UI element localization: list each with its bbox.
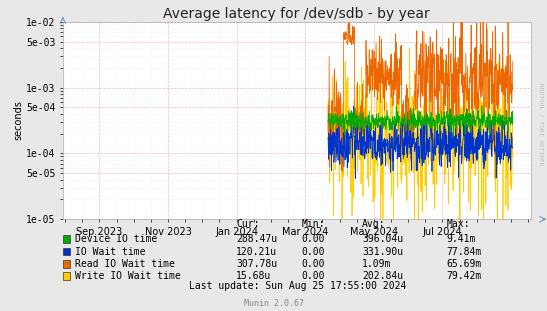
Text: 120.21u: 120.21u [236,247,277,257]
Text: 0.00: 0.00 [301,259,325,269]
Text: 0.00: 0.00 [301,247,325,257]
Text: Cur:: Cur: [236,219,259,229]
Text: Max:: Max: [446,219,470,229]
Text: Write IO Wait time: Write IO Wait time [75,272,181,281]
Text: 396.04u: 396.04u [362,234,403,244]
Text: Avg:: Avg: [362,219,386,229]
Text: Device IO time: Device IO time [75,234,157,244]
Text: Read IO Wait time: Read IO Wait time [75,259,175,269]
Text: 331.90u: 331.90u [362,247,403,257]
Text: 65.69m: 65.69m [446,259,482,269]
Text: 307.78u: 307.78u [236,259,277,269]
Title: Average latency for /dev/sdb - by year: Average latency for /dev/sdb - by year [164,7,430,21]
Text: 0.00: 0.00 [301,272,325,281]
Text: RRDTOOL / TOBI OETIKER: RRDTOOL / TOBI OETIKER [538,83,543,166]
Text: 0.00: 0.00 [301,234,325,244]
Text: 202.84u: 202.84u [362,272,403,281]
Text: 9.41m: 9.41m [446,234,476,244]
Text: Min:: Min: [301,219,325,229]
Text: 77.84m: 77.84m [446,247,482,257]
Text: 288.47u: 288.47u [236,234,277,244]
Y-axis label: seconds: seconds [13,100,23,141]
Text: Munin 2.0.67: Munin 2.0.67 [243,299,304,308]
Text: Last update: Sun Aug 25 17:55:00 2024: Last update: Sun Aug 25 17:55:00 2024 [189,281,407,291]
Text: 1.09m: 1.09m [362,259,392,269]
Text: IO Wait time: IO Wait time [75,247,146,257]
Text: 15.68u: 15.68u [236,272,271,281]
Text: 79.42m: 79.42m [446,272,482,281]
